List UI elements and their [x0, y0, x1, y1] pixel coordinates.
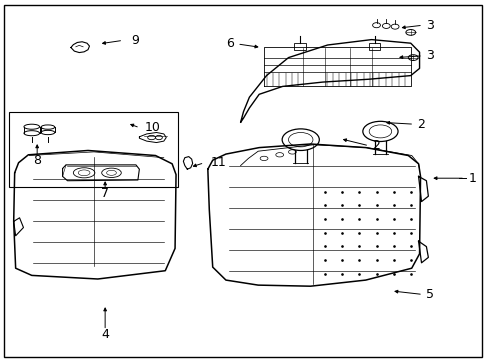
Text: 1: 1 [468, 172, 475, 185]
Text: 7: 7 [101, 187, 109, 200]
Text: 2: 2 [417, 118, 425, 131]
Text: 10: 10 [144, 121, 160, 134]
Bar [9, 112, 177, 187]
Text: 9: 9 [131, 34, 139, 47]
Text: 4: 4 [101, 328, 109, 341]
Bar [368, 43, 380, 50]
Text: 3: 3 [426, 49, 433, 62]
Text: 11: 11 [210, 156, 225, 169]
Text: 8: 8 [33, 154, 41, 167]
Text: 2: 2 [372, 139, 380, 152]
Text: 3: 3 [426, 19, 433, 32]
Text: 5: 5 [426, 288, 433, 301]
Bar [294, 43, 305, 50]
Text: 6: 6 [225, 37, 233, 50]
